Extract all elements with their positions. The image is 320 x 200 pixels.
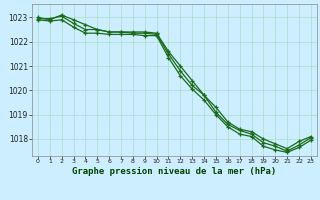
X-axis label: Graphe pression niveau de la mer (hPa): Graphe pression niveau de la mer (hPa)	[72, 167, 276, 176]
